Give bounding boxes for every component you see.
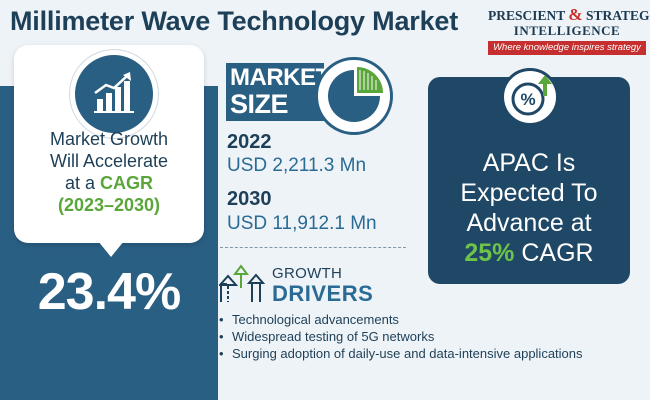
- apac-line3: Advance at: [466, 209, 592, 237]
- growth-arrows-icon: [217, 262, 269, 309]
- pie-chart-icon: [315, 57, 393, 135]
- growth-period: (2023–2030): [57, 195, 161, 215]
- logo-line2: INTELLIGENCE: [513, 23, 621, 38]
- svg-text:%: %: [520, 90, 535, 109]
- growth-line3-prefix: at a: [64, 173, 101, 193]
- market-size-year-2022: 2022: [227, 131, 272, 153]
- market-size-year-2030: 2030: [227, 188, 272, 210]
- page-title: Millimeter Wave Technology Market: [10, 6, 459, 36]
- apac-line4: 25% CAGR: [428, 238, 630, 268]
- market-size-value-2030: USD 11,912.1 Mn: [227, 213, 377, 234]
- market-size-label: MARKET SIZE: [230, 64, 330, 119]
- logo-word-prescient: PRESCIENT: [488, 8, 566, 23]
- market-size-value-2022: USD 2,211.3 Mn: [227, 155, 367, 176]
- growth-drivers-list: Technological advancements Widespread te…: [219, 312, 639, 363]
- bar-chart-growth-icon: [70, 50, 158, 138]
- logo-ampersand: &: [568, 5, 583, 24]
- percent-up-icon: %: [501, 68, 559, 126]
- logo-line1: PRESCIENT & STRATEGIC: [488, 5, 650, 25]
- growth-line2: Will Accelerate: [49, 151, 169, 171]
- growth-line1: Market Growth: [49, 129, 169, 149]
- driver-item: Widespread testing of 5G networks: [219, 329, 639, 345]
- growth-drivers-title-line1: GROWTH: [272, 265, 343, 282]
- driver-item: Surging adoption of daily-use and data-i…: [219, 346, 639, 362]
- section-divider: [220, 247, 406, 248]
- logo-tagline: Where knowledge inspires strategy: [488, 41, 646, 55]
- apac-cagr-value: 25%: [464, 239, 515, 267]
- cagr-label: CAGR: [100, 173, 154, 193]
- market-size-label-line2: SIZE: [230, 89, 289, 119]
- market-size-label-line1: MARKET: [230, 64, 330, 91]
- company-logo: PRESCIENT & STRATEGIC INTELLIGENCE Where…: [488, 5, 650, 55]
- cagr-value: 23.4%: [37, 263, 181, 321]
- logo-word-strategic: STRATEGIC: [585, 8, 650, 23]
- apac-text: APAC Is Expected To Advance at 25% CAGR: [428, 148, 630, 268]
- growth-text: Market Growth Will Accelerate at a CAGR …: [14, 128, 204, 216]
- growth-line3: at a CAGR: [14, 172, 204, 194]
- card-pointer: [98, 241, 124, 257]
- apac-line1: APAC Is: [482, 149, 576, 177]
- market-size-label-box: [226, 63, 324, 121]
- apac-cagr-label: CAGR: [521, 239, 594, 267]
- apac-line2: Expected To: [460, 179, 598, 207]
- growth-drivers-title-line2: DRIVERS: [272, 281, 374, 306]
- driver-item: Technological advancements: [219, 312, 639, 328]
